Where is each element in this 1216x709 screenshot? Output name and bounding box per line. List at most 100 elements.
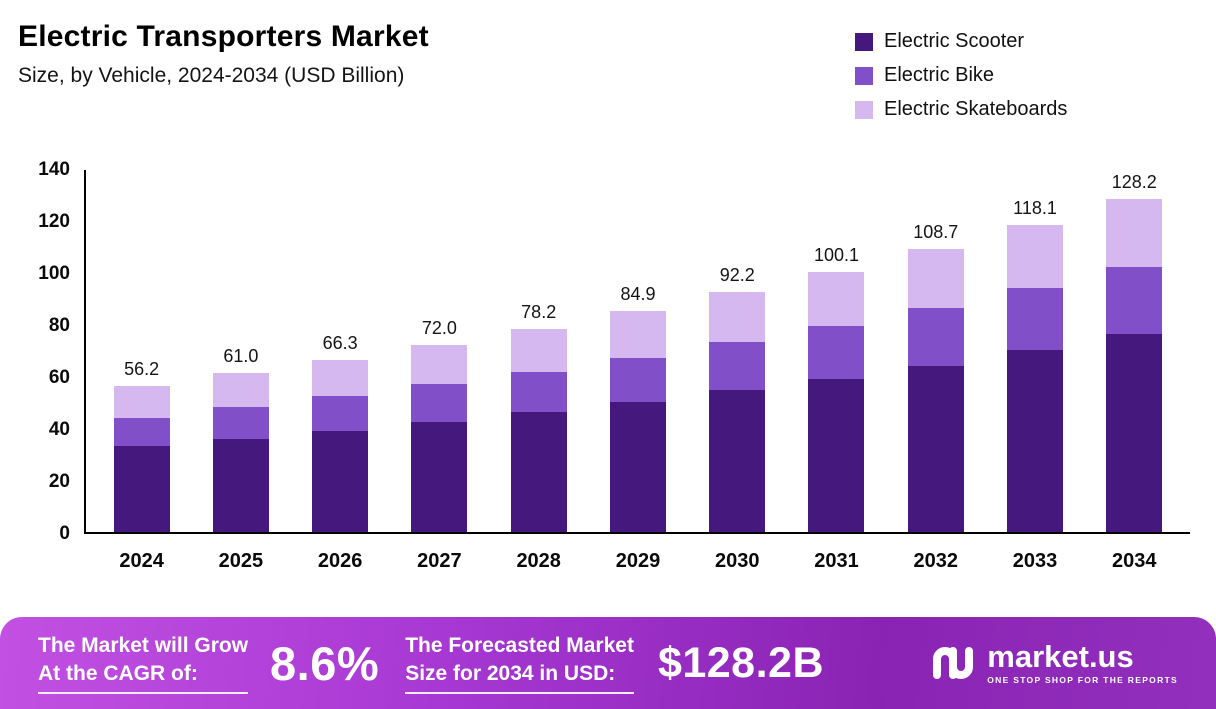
bar-segment-electric-bike — [1007, 288, 1064, 350]
x-axis-label: 2033 — [1012, 550, 1058, 572]
bar-segment-electric-skateboards — [411, 344, 468, 385]
bar-segment-electric-skateboards — [113, 385, 170, 418]
bar-total-label: 128.2 — [1111, 171, 1157, 192]
bar-total-label: 84.9 — [620, 284, 656, 305]
x-axis-label: 2032 — [913, 550, 959, 572]
bar-group-2027: 72.0 2027 — [390, 170, 489, 572]
y-tick-label: 0 — [59, 523, 70, 544]
bar-stack — [907, 249, 964, 532]
bar-segment-electric-skateboards — [609, 311, 666, 358]
y-tick-label: 60 — [48, 367, 70, 388]
plot-area: 56.2 2024 61.0 2025 66.3 2026 72.0 2027 78.2 2028… — [84, 170, 1190, 572]
bar-total-label: 66.3 — [322, 332, 358, 353]
bar-total-label: 72.0 — [421, 317, 457, 338]
bar-group-2033: 118.1 2033 — [985, 170, 1084, 572]
y-tick-label: 80 — [48, 315, 70, 336]
x-axis-label: 2025 — [218, 550, 264, 572]
brand-tagline: ONE STOP SHOP FOR THE REPORTS — [987, 675, 1178, 686]
chart-subtitle: Size, by Vehicle, 2024-2034 (USD Billion… — [18, 64, 405, 87]
bar-group-2024: 56.2 2024 — [92, 170, 191, 572]
legend-label-electric-bike: Electric Bike — [884, 64, 995, 86]
cagr-label: The Market will Grow At the CAGR of: — [38, 632, 249, 694]
legend-item-electric-skateboards: Electric Skateboards — [855, 98, 1067, 121]
x-axis-label: 2034 — [1112, 550, 1157, 572]
bar-segment-electric-bike — [113, 417, 170, 447]
bar-segment-electric-bike — [411, 384, 468, 422]
footer-banner: The Market will Grow At the CAGR of: 8.6… — [0, 617, 1216, 709]
bar-segment-electric-scooter — [709, 390, 766, 532]
bar-segment-electric-bike — [907, 308, 964, 366]
bar-total-label: 56.2 — [124, 358, 160, 379]
bar-stack — [609, 311, 666, 532]
bar-stack — [411, 344, 468, 532]
bar-stack — [808, 271, 865, 532]
chart-title: Electric Transporters Market — [18, 20, 429, 53]
legend-item-electric-bike: Electric Bike — [855, 64, 1067, 87]
x-axis-label: 2024 — [119, 550, 164, 572]
bar-segment-electric-skateboards — [212, 373, 269, 408]
x-axis-label: 2028 — [516, 550, 561, 572]
bar-segment-electric-scooter — [312, 430, 369, 532]
bar-stack — [312, 359, 369, 532]
bar-segment-electric-bike — [1106, 266, 1163, 335]
y-tick-label: 40 — [48, 419, 70, 440]
bar-segment-electric-skateboards — [510, 328, 567, 373]
bar-group-2029: 84.9 2029 — [588, 170, 687, 572]
bar-stack — [1106, 198, 1163, 532]
bar-total-label: 61.0 — [223, 346, 259, 367]
x-axis-label: 2031 — [814, 550, 859, 572]
legend: Electric Scooter Electric Bike Electric … — [855, 30, 1067, 121]
bar-segment-electric-scooter — [808, 378, 865, 532]
y-tick-label: 120 — [38, 211, 70, 232]
bar-segment-electric-bike — [312, 396, 369, 431]
bar-segment-electric-bike — [808, 325, 865, 379]
cagr-label-line2: At the CAGR of: — [38, 661, 198, 685]
bar-segment-electric-bike — [609, 357, 666, 402]
bar-segment-electric-skateboards — [907, 249, 964, 309]
y-tick-label: 20 — [48, 471, 70, 492]
legend-label-electric-scooter: Electric Scooter — [884, 30, 1025, 52]
bar-segment-electric-scooter — [411, 421, 468, 532]
bar-group-2031: 100.1 2031 — [787, 170, 886, 572]
bar-total-label: 100.1 — [813, 244, 860, 265]
bar-stack — [212, 373, 269, 532]
bar-segment-electric-scooter — [510, 412, 567, 532]
y-tick-label: 100 — [38, 263, 70, 284]
bar-stack — [510, 328, 567, 532]
bar-segment-electric-bike — [510, 372, 567, 413]
cagr-value: 8.6% — [270, 636, 380, 690]
bar-segment-electric-skateboards — [1007, 225, 1064, 289]
x-axis-label: 2026 — [317, 550, 363, 572]
x-axis-label: 2029 — [615, 550, 661, 572]
legend-item-electric-scooter: Electric Scooter — [855, 30, 1067, 53]
x-axis-label: 2030 — [714, 550, 760, 572]
bar-segment-electric-skateboards — [709, 292, 766, 343]
legend-swatch-electric-scooter — [855, 32, 873, 51]
legend-label-electric-skateboards: Electric Skateboards — [884, 98, 1068, 120]
bar-total-label: 78.2 — [521, 301, 557, 322]
bar-group-2034: 128.2 2034 — [1085, 170, 1184, 572]
bar-stack — [113, 385, 170, 532]
bar-segment-electric-scooter — [212, 438, 269, 532]
y-axis: 0 20 40 60 80 100 120 140 — [26, 160, 84, 544]
bar-segment-electric-scooter — [609, 402, 666, 532]
bar-group-2030: 92.2 2030 — [688, 170, 787, 572]
bar-group-2032: 108.7 2032 — [886, 170, 985, 572]
bar-segment-electric-bike — [709, 342, 766, 391]
brand: market.us ONE STOP SHOP FOR THE REPORTS — [929, 639, 1178, 687]
bar-segment-electric-skateboards — [1106, 198, 1163, 267]
brand-name: market.us — [987, 639, 1134, 675]
y-tick-label: 140 — [38, 159, 70, 180]
bar-total-label: 118.1 — [1013, 198, 1057, 219]
bar-segment-electric-scooter — [907, 365, 964, 532]
bar-stack — [709, 292, 766, 532]
stacked-bar-chart: 0 20 40 60 80 100 120 140 56.2 2024 61.0 2025 66.3 2… — [26, 160, 1190, 572]
brand-text: market.us ONE STOP SHOP FOR THE REPORTS — [987, 641, 1178, 685]
bar-segment-electric-skateboards — [808, 271, 865, 326]
bar-segment-electric-scooter — [113, 446, 170, 532]
bar-group-2026: 66.3 2026 — [291, 170, 390, 572]
bar-segment-electric-skateboards — [312, 359, 369, 397]
legend-swatch-electric-skateboards — [855, 100, 873, 119]
bar-total-label: 92.2 — [719, 265, 755, 286]
